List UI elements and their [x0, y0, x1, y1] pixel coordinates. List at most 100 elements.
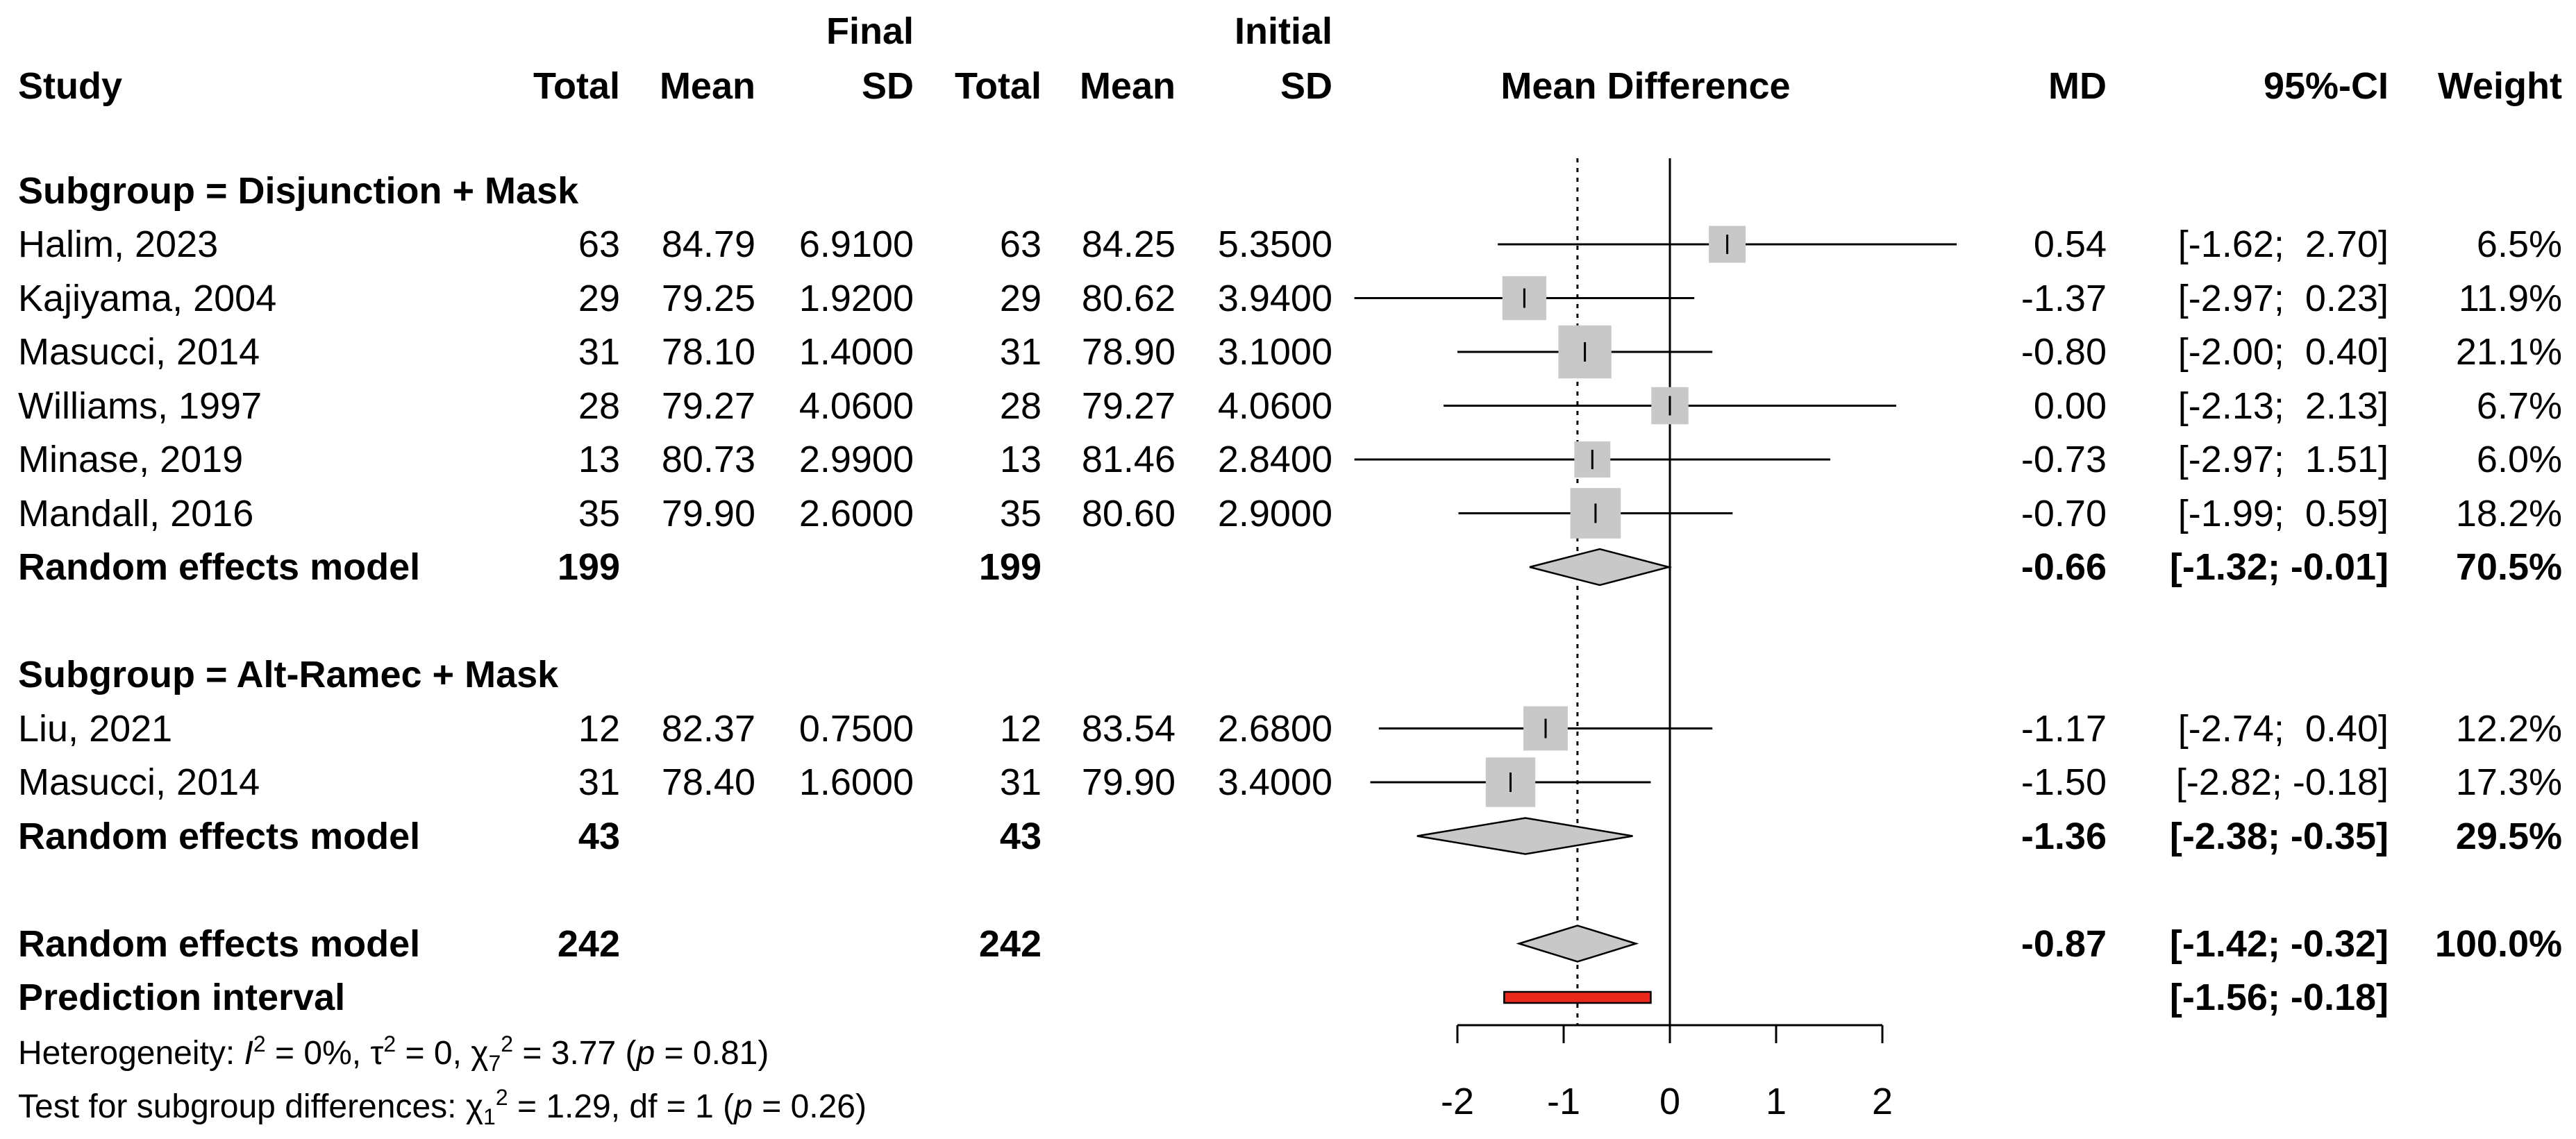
total-final: 31: [578, 331, 620, 373]
total-initial: 35: [999, 492, 1042, 534]
study-name: Williams, 1997: [18, 385, 262, 427]
pooled-total-initial: 43: [999, 815, 1042, 857]
header-total-final: Total: [533, 65, 620, 107]
md-value: -1.37: [2021, 277, 2107, 319]
mean-final: 79.25: [661, 277, 755, 319]
pooled-weight: 70.5%: [2455, 546, 2562, 588]
mean-initial: 78.90: [1081, 331, 1176, 373]
pooled-md: -0.87: [2021, 922, 2107, 965]
sd-final: 0.7500: [798, 707, 914, 750]
sd-initial: 5.3500: [1217, 223, 1332, 265]
total-final: 29: [578, 277, 620, 319]
x-tick-label: -2: [1440, 1081, 1474, 1122]
study-name: Liu, 2021: [18, 707, 173, 750]
mean-final: 80.73: [661, 439, 755, 480]
prediction-interval-bar: [1503, 990, 1652, 1004]
sd-final: 2.6000: [798, 492, 914, 534]
mean-final: 82.37: [661, 707, 755, 750]
total-initial: 31: [999, 331, 1042, 373]
weight-value: 6.7%: [2476, 385, 2562, 427]
x-tick-label: 0: [1659, 1081, 1681, 1122]
subgroup-label: Subgroup = Disjunction + Mask: [18, 169, 579, 212]
sd-final: 6.9100: [798, 223, 914, 265]
pooled-diamond: [1516, 925, 1639, 963]
ci-value: [-2.13; 2.13]: [2177, 385, 2389, 427]
weight-value: 18.2%: [2455, 492, 2562, 534]
study-name: Masucci, 2014: [18, 331, 260, 373]
sd-initial: 2.8400: [1217, 439, 1332, 480]
pooled-total-final: 242: [557, 922, 620, 965]
heterogeneity-text: Heterogeneity: I2 = 0%, τ2 = 0, χ72 = 3.…: [18, 1031, 769, 1076]
prediction-interval-ci: [-1.56; -0.18]: [2169, 977, 2389, 1018]
md-value: 0.00: [2033, 385, 2107, 427]
ci-value: [-2.97; 0.23]: [2177, 277, 2389, 319]
weight-value: 6.0%: [2476, 439, 2562, 480]
mean-initial: 79.27: [1081, 385, 1176, 427]
mean-final: 79.27: [661, 385, 755, 427]
mean-initial: 81.46: [1081, 439, 1176, 480]
sd-initial: 3.4000: [1217, 761, 1332, 803]
ci-value: [-1.62; 2.70]: [2177, 223, 2389, 265]
ci-value: [-2.00; 0.40]: [2177, 331, 2389, 373]
x-tick-label: -1: [1546, 1081, 1580, 1122]
total-final: 28: [578, 385, 620, 427]
weight-value: 21.1%: [2455, 331, 2562, 373]
pooled-diamond: [1416, 817, 1633, 855]
sd-final: 2.9900: [798, 439, 914, 480]
pooled-weight: 29.5%: [2455, 815, 2562, 857]
mean-final: 78.40: [661, 761, 755, 803]
sd-initial: 2.9000: [1217, 492, 1332, 534]
md-value: -1.50: [2021, 761, 2107, 803]
header-sd-initial: SD: [1280, 65, 1332, 107]
sd-initial: 3.1000: [1217, 331, 1332, 373]
total-initial: 12: [999, 707, 1042, 750]
pooled-md: -1.36: [2021, 815, 2107, 857]
header-total-initial: Total: [955, 65, 1042, 107]
ci-value: [-1.99; 0.59]: [2177, 492, 2389, 534]
mean-initial: 84.25: [1081, 223, 1176, 265]
md-value: 0.54: [2033, 223, 2107, 265]
sd-initial: 3.9400: [1217, 277, 1332, 319]
header-ci: 95%-CI: [2263, 65, 2389, 107]
pooled-total-final: 43: [578, 815, 620, 857]
header-initial: Initial: [1234, 10, 1332, 52]
x-tick-label: 1: [1765, 1081, 1787, 1122]
md-value: -0.70: [2021, 492, 2107, 534]
ci-value: [-2.82; -0.18]: [2175, 761, 2389, 803]
pooled-md: -0.66: [2021, 546, 2107, 588]
total-initial: 13: [999, 439, 1042, 480]
study-name: Minase, 2019: [18, 439, 244, 480]
header-md: MD: [2048, 65, 2107, 107]
mean-final: 84.79: [661, 223, 755, 265]
pooled-ci: [-2.38; -0.35]: [2169, 815, 2389, 857]
pooled-ci: [-1.32; -0.01]: [2169, 546, 2389, 588]
ci-value: [-2.74; 0.40]: [2177, 707, 2389, 750]
mean-initial: 79.90: [1081, 761, 1176, 803]
sd-final: 1.4000: [798, 331, 914, 373]
pooled-total-final: 199: [557, 546, 620, 588]
pooled-ci: [-1.42; -0.32]: [2169, 922, 2389, 965]
header-mean-initial: Mean: [1079, 65, 1176, 107]
total-initial: 29: [999, 277, 1042, 319]
weight-value: 11.9%: [2458, 277, 2562, 319]
total-initial: 31: [999, 761, 1042, 803]
sd-final: 4.0600: [798, 385, 914, 427]
pooled-total-initial: 199: [978, 546, 1042, 588]
header-sd-final: SD: [861, 65, 914, 107]
total-initial: 28: [999, 385, 1042, 427]
total-final: 12: [578, 707, 620, 750]
subgroup-test-text: Test for subgroup differences: χ12 = 1.2…: [18, 1085, 867, 1129]
subgroup-label: Subgroup = Alt-Ramec + Mask: [18, 654, 559, 695]
total-final: 63: [578, 223, 620, 265]
ci-value: [-2.97; 1.51]: [2177, 439, 2389, 480]
pooled-label: Random effects model: [18, 546, 421, 588]
pooled-weight: 100.0%: [2434, 922, 2562, 965]
header-final: Final: [826, 10, 914, 52]
pooled-label: Random effects model: [18, 922, 421, 965]
study-name: Masucci, 2014: [18, 761, 260, 803]
x-tick-label: 2: [1871, 1081, 1893, 1122]
md-value: -0.80: [2021, 331, 2107, 373]
sd-initial: 2.6800: [1217, 707, 1332, 750]
weight-value: 12.2%: [2455, 707, 2562, 750]
